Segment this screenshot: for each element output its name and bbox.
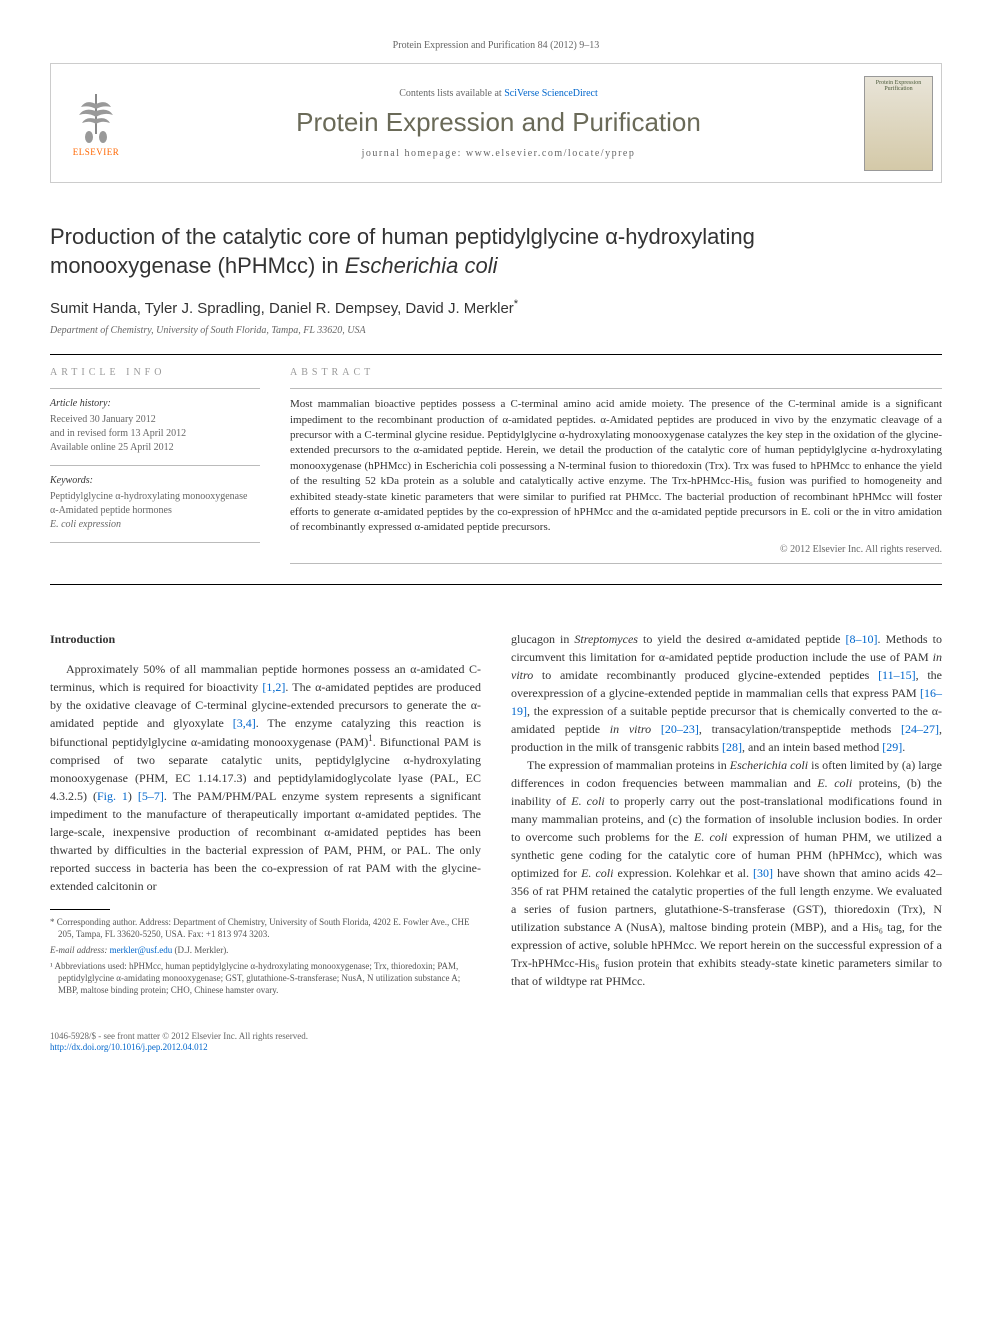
footer-copyright: 1046-5928/$ - see front matter © 2012 El… bbox=[50, 1031, 942, 1043]
keyword-item: Peptidylglycine α-hydroxylating monooxyg… bbox=[50, 490, 260, 504]
email-footnote: E-mail address: merkler@usf.edu (D.J. Me… bbox=[50, 944, 481, 956]
ref-link[interactable]: [29] bbox=[882, 740, 902, 754]
footer-block: 1046-5928/$ - see front matter © 2012 El… bbox=[50, 1031, 942, 1054]
ref-link[interactable]: [28] bbox=[722, 740, 742, 754]
email-label: E-mail address: bbox=[50, 945, 107, 955]
corresponding-mark: * bbox=[514, 298, 518, 310]
ref-link[interactable]: [8–10] bbox=[846, 632, 878, 646]
info-rule-1 bbox=[50, 388, 260, 389]
contents-prefix: Contents lists available at bbox=[399, 88, 504, 99]
elsevier-tree-icon bbox=[71, 89, 121, 144]
column-right: glucagon in Streptomyces to yield the de… bbox=[511, 630, 942, 1001]
journal-header-box: ELSEVIER Contents lists available at Sci… bbox=[50, 63, 942, 183]
abbreviations-footnote: ¹ Abbreviations used: hPHMcc, human pept… bbox=[50, 960, 481, 996]
title-line1: Production of the catalytic core of huma… bbox=[50, 224, 755, 249]
history-item: and in revised form 13 April 2012 bbox=[50, 427, 260, 441]
abstract-rule-top bbox=[290, 388, 942, 389]
ref-link[interactable]: [24–27] bbox=[901, 722, 939, 736]
ref-link[interactable]: [30] bbox=[753, 866, 773, 880]
header-center: Contents lists available at SciVerse Sci… bbox=[141, 64, 856, 182]
email-suffix: (D.J. Merkler). bbox=[172, 945, 228, 955]
title-line2: monooxygenase (hPHMcc) in bbox=[50, 253, 345, 278]
history-item: Received 30 January 2012 bbox=[50, 413, 260, 427]
footnote-separator bbox=[50, 909, 110, 910]
ref-link[interactable]: [1,2] bbox=[262, 680, 285, 694]
history-heading: Article history: bbox=[50, 397, 260, 411]
column-left: Introduction Approximately 50% of all ma… bbox=[50, 630, 481, 1001]
homepage-prefix: journal homepage: bbox=[362, 148, 466, 159]
keyword-item: α-Amidated peptide hormones bbox=[50, 504, 260, 518]
journal-title: Protein Expression and Purification bbox=[296, 107, 701, 138]
contents-line: Contents lists available at SciVerse Sci… bbox=[399, 88, 598, 99]
doi-link[interactable]: http://dx.doi.org/10.1016/j.pep.2012.04.… bbox=[50, 1042, 208, 1052]
email-link[interactable]: merkler@usf.edu bbox=[110, 945, 173, 955]
elsevier-text: ELSEVIER bbox=[73, 147, 120, 157]
body-columns: Introduction Approximately 50% of all ma… bbox=[50, 630, 942, 1001]
author-names: Sumit Handa, Tyler J. Spradling, Daniel … bbox=[50, 300, 514, 317]
figure-link[interactable]: Fig. 1 bbox=[97, 789, 128, 803]
cover-thumbnail[interactable]: Protein Expression Purification bbox=[856, 64, 941, 182]
ref-link[interactable]: [20–23] bbox=[661, 722, 699, 736]
cover-image: Protein Expression Purification bbox=[864, 76, 933, 171]
keywords-heading: Keywords: bbox=[50, 474, 260, 488]
abstract-heading: ABSTRACT bbox=[290, 367, 942, 378]
ref-link[interactable]: [5–7] bbox=[138, 789, 164, 803]
rule-bottom bbox=[50, 584, 942, 585]
info-rule-3 bbox=[50, 542, 260, 543]
ref-link[interactable]: [11–15] bbox=[878, 668, 916, 682]
article-title: Production of the catalytic core of huma… bbox=[50, 223, 942, 280]
abstract-rule-bottom bbox=[290, 563, 942, 564]
elsevier-logo[interactable]: ELSEVIER bbox=[51, 64, 141, 182]
intro-paragraph-1: Approximately 50% of all mammalian pepti… bbox=[50, 660, 481, 895]
article-info-heading: ARTICLE INFO bbox=[50, 367, 260, 378]
intro-paragraph-2: The expression of mammalian proteins in … bbox=[511, 756, 942, 990]
abstract-copyright: © 2012 Elsevier Inc. All rights reserved… bbox=[290, 544, 942, 555]
history-item: Available online 25 April 2012 bbox=[50, 441, 260, 455]
keyword-item: E. coli expression bbox=[50, 518, 260, 532]
affiliation: Department of Chemistry, University of S… bbox=[50, 325, 942, 336]
journal-header-line: Protein Expression and Purification 84 (… bbox=[50, 40, 942, 51]
rule-top bbox=[50, 354, 942, 355]
homepage-url[interactable]: www.elsevier.com/locate/yprep bbox=[466, 148, 635, 159]
article-info-block: ARTICLE INFO Article history: Received 3… bbox=[50, 367, 260, 572]
ref-link[interactable]: [3,4] bbox=[233, 716, 256, 730]
sciencedirect-link[interactable]: SciVerse ScienceDirect bbox=[504, 88, 598, 99]
intro-paragraph-1-cont: glucagon in Streptomyces to yield the de… bbox=[511, 630, 942, 756]
section-heading-introduction: Introduction bbox=[50, 630, 481, 648]
corresponding-author-footnote: * Corresponding author. Address: Departm… bbox=[50, 916, 481, 940]
info-rule-2 bbox=[50, 465, 260, 466]
title-italic-species: Escherichia coli bbox=[345, 253, 498, 278]
homepage-line: journal homepage: www.elsevier.com/locat… bbox=[362, 148, 636, 159]
abstract-body: Most mammalian bioactive peptides posses… bbox=[290, 397, 942, 536]
authors-line: Sumit Handa, Tyler J. Spradling, Daniel … bbox=[50, 298, 942, 317]
abstract-block: ABSTRACT Most mammalian bioactive peptid… bbox=[290, 367, 942, 572]
footnote-block: * Corresponding author. Address: Departm… bbox=[50, 916, 481, 997]
